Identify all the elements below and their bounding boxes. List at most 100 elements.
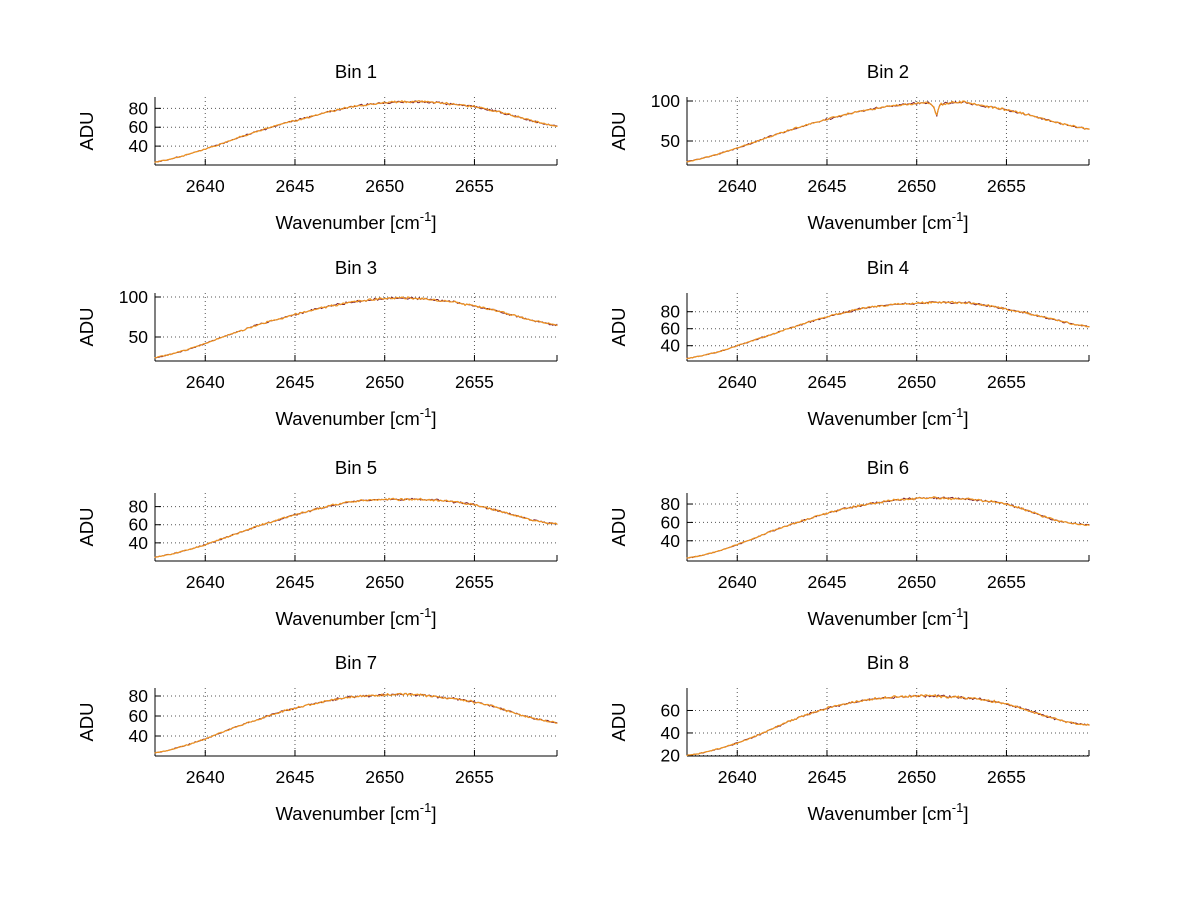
- x-tick-label: 2650: [897, 572, 936, 592]
- x-tick-label: 2645: [276, 767, 315, 787]
- plot-title: Bin 3: [335, 257, 377, 278]
- y-tick-label: 80: [661, 494, 681, 514]
- x-tick-label: 2640: [186, 767, 225, 787]
- subplot-bin-4: 2640 2645 2650 2655 40 60 80 Bin 4 ADU Wavenumber…: [600, 236, 1200, 436]
- y-axis-label: ADU: [608, 111, 629, 150]
- y-axis-label: ADU: [76, 702, 97, 741]
- x-tick-label: 2640: [718, 767, 757, 787]
- spectrum-overlay-path: [686, 496, 1090, 559]
- subplot-bin-6: 2640 2645 2650 2655 40 60 80 Bin 6 ADU Wavenumber…: [600, 436, 1200, 636]
- x-tick-label: 2655: [455, 767, 494, 787]
- x-tick-label: 2655: [987, 572, 1026, 592]
- spectrum-underlay-path: [154, 497, 558, 559]
- y-tick-label: 50: [129, 327, 149, 347]
- x-tick-label: 2640: [186, 176, 225, 196]
- x-tick-label: 2645: [808, 767, 847, 787]
- spectrum-overlay-path: [686, 100, 1090, 163]
- x-axis-label: Wavenumber [cm-1]: [808, 209, 969, 233]
- y-tick-label: 100: [119, 287, 148, 307]
- y-tick-label: 60: [661, 512, 681, 532]
- spectrum-overlay-path: [686, 300, 1090, 360]
- spectrum-underlay-path: [154, 296, 558, 359]
- y-axis-label: ADU: [608, 702, 629, 741]
- y-tick-label: 40: [129, 533, 149, 553]
- x-tick-label: 2655: [987, 372, 1026, 392]
- x-axis-label: Wavenumber [cm-1]: [808, 800, 969, 824]
- x-tick-label: 2650: [897, 176, 936, 196]
- spectrum-overlay-path: [686, 694, 1090, 757]
- y-tick-label: 60: [129, 515, 149, 535]
- subplot-bin-2: 2640 2645 2650 2655 50 100 Bin 2 ADU Wavenumber …: [600, 40, 1200, 240]
- x-tick-label: 2640: [718, 372, 757, 392]
- x-tick-label: 2645: [808, 572, 847, 592]
- x-tick-label: 2655: [987, 767, 1026, 787]
- x-tick-label: 2655: [455, 372, 494, 392]
- subplot-bin-1: 2640 2645 2650 2655 40 60 80 Bin 1 ADU Wavenumber…: [0, 40, 600, 240]
- y-tick-label: 50: [661, 131, 681, 151]
- y-axis-label: ADU: [608, 307, 629, 346]
- spectrum-underlay-path: [686, 300, 1090, 359]
- x-axis-label: Wavenumber [cm-1]: [808, 405, 969, 429]
- plot-title: Bin 8: [867, 652, 909, 673]
- y-tick-label: 80: [661, 302, 681, 322]
- x-tick-label: 2645: [276, 176, 315, 196]
- spectrum-underlay-path: [154, 100, 558, 163]
- chart-svg-bin-2: 2640 2645 2650 2655 50 100 Bin 2 ADU Wavenumber …: [608, 61, 1090, 233]
- x-tick-label: 2645: [808, 372, 847, 392]
- x-tick-label: 2655: [455, 572, 494, 592]
- chart-svg-bin-3: 2640 2645 2650 2655 50 100 Bin 3 ADU Wavenumber …: [76, 257, 558, 429]
- y-tick-label: 40: [661, 336, 681, 356]
- x-tick-label: 2650: [365, 767, 404, 787]
- plot-title: Bin 2: [867, 61, 909, 82]
- y-tick-label: 40: [661, 723, 681, 743]
- y-tick-label: 20: [661, 745, 681, 765]
- spectrum-underlay-path: [154, 692, 558, 754]
- x-tick-label: 2650: [365, 176, 404, 196]
- y-tick-label: 100: [651, 91, 680, 111]
- y-tick-label: 60: [661, 319, 681, 339]
- x-tick-label: 2650: [365, 372, 404, 392]
- spectrum-underlay-path: [686, 100, 1090, 163]
- plot-title: Bin 4: [867, 257, 909, 278]
- y-tick-label: 60: [129, 706, 149, 726]
- x-axis-label: Wavenumber [cm-1]: [808, 605, 969, 629]
- x-tick-label: 2650: [897, 372, 936, 392]
- spectrum-overlay-path: [154, 296, 558, 359]
- subplot-bin-5: 2640 2645 2650 2655 40 60 80 Bin 5 ADU Wavenumber…: [0, 436, 600, 636]
- y-axis-label: ADU: [76, 307, 97, 346]
- subplot-bin-7: 2640 2645 2650 2655 40 60 80 Bin 7 ADU Wavenumber…: [0, 631, 600, 831]
- spectrum-overlay-path: [154, 692, 558, 754]
- spectrum-overlay-path: [154, 497, 558, 558]
- spectrum-underlay-path: [686, 496, 1090, 559]
- y-axis-label: ADU: [76, 507, 97, 546]
- y-axis-label: ADU: [608, 507, 629, 546]
- x-tick-label: 2645: [276, 572, 315, 592]
- x-tick-label: 2645: [808, 176, 847, 196]
- subplot-bin-8: 2640 2645 2650 2655 20 40 60 Bin 8 ADU Wavenumber…: [600, 631, 1200, 831]
- x-axis-label: Wavenumber [cm-1]: [276, 605, 437, 629]
- plot-title: Bin 6: [867, 457, 909, 478]
- plot-title: Bin 7: [335, 652, 377, 673]
- y-tick-label: 60: [129, 117, 149, 137]
- x-tick-label: 2640: [186, 372, 225, 392]
- y-axis-label: ADU: [76, 111, 97, 150]
- subplot-bin-3: 2640 2645 2650 2655 50 100 Bin 3 ADU Wavenumber …: [0, 236, 600, 436]
- x-tick-label: 2640: [718, 572, 757, 592]
- x-tick-label: 2650: [897, 767, 936, 787]
- y-tick-label: 40: [129, 726, 149, 746]
- y-tick-label: 80: [129, 497, 149, 517]
- spectrum-overlay-path: [154, 100, 558, 163]
- y-tick-label: 80: [129, 98, 149, 118]
- x-tick-label: 2645: [276, 372, 315, 392]
- x-tick-label: 2655: [987, 176, 1026, 196]
- plot-title: Bin 5: [335, 457, 377, 478]
- x-axis-label: Wavenumber [cm-1]: [276, 800, 437, 824]
- x-tick-label: 2640: [718, 176, 757, 196]
- y-tick-label: 60: [661, 700, 681, 720]
